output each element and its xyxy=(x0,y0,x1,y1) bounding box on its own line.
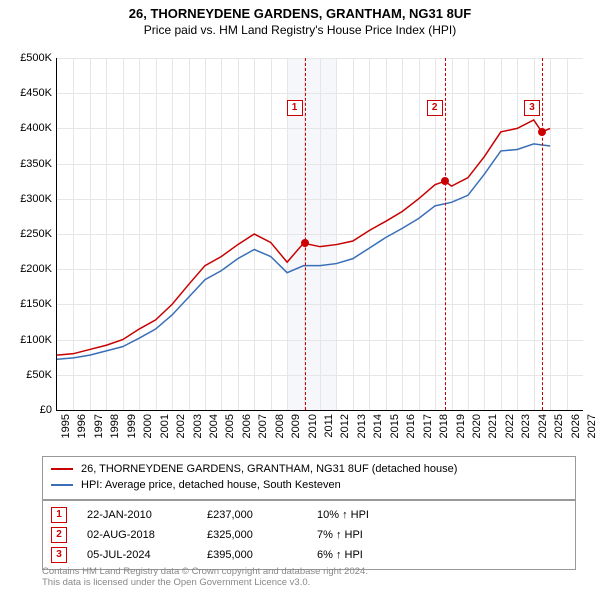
y-tick-label: £50K xyxy=(8,369,52,381)
event-marker-box: 1 xyxy=(51,507,67,523)
x-tick-label: 2018 xyxy=(438,414,450,438)
x-tick-label: 2000 xyxy=(142,414,154,438)
legend-label: HPI: Average price, detached house, Sout… xyxy=(81,479,341,491)
footnote: Contains HM Land Registry data © Crown c… xyxy=(42,566,368,589)
marker-dot xyxy=(538,128,546,136)
marker-box: 2 xyxy=(427,100,443,116)
legend-swatch xyxy=(51,484,73,486)
event-list: 1 22-JAN-2010 £237,000 10% ↑ HPI 2 02-AU… xyxy=(42,500,576,570)
x-tick-label: 2009 xyxy=(290,414,302,438)
event-marker-box: 3 xyxy=(51,547,67,563)
event-date: 05-JUL-2024 xyxy=(87,549,207,561)
event-date: 22-JAN-2010 xyxy=(87,509,207,521)
x-tick-label: 2005 xyxy=(224,414,236,438)
event-row: 1 22-JAN-2010 £237,000 10% ↑ HPI xyxy=(51,505,567,525)
x-tick-label: 2015 xyxy=(389,414,401,438)
plot-area: 1 2 3 xyxy=(56,58,583,411)
event-marker-box: 2 xyxy=(51,527,67,543)
x-tick-label: 2024 xyxy=(537,414,549,438)
x-tick-label: 1997 xyxy=(93,414,105,438)
x-tick-label: 2023 xyxy=(520,414,532,438)
y-tick-label: £450K xyxy=(8,87,52,99)
y-tick-label: £200K xyxy=(8,263,52,275)
footnote-line: Contains HM Land Registry data © Crown c… xyxy=(42,566,368,577)
y-tick-label: £400K xyxy=(8,122,52,134)
event-pct: 6% ↑ HPI xyxy=(317,549,437,561)
chart-title: 26, THORNEYDENE GARDENS, GRANTHAM, NG31 … xyxy=(0,6,600,21)
event-price: £395,000 xyxy=(207,549,317,561)
legend-item: 26, THORNEYDENE GARDENS, GRANTHAM, NG31 … xyxy=(51,461,567,477)
marker-box: 1 xyxy=(287,100,303,116)
y-tick-label: £300K xyxy=(8,193,52,205)
footnote-line: This data is licensed under the Open Gov… xyxy=(42,577,368,588)
x-tick-label: 2010 xyxy=(307,414,319,438)
marker-dot xyxy=(441,177,449,185)
event-row: 2 02-AUG-2018 £325,000 7% ↑ HPI xyxy=(51,525,567,545)
x-tick-label: 2003 xyxy=(192,414,204,438)
event-row: 3 05-JUL-2024 £395,000 6% ↑ HPI xyxy=(51,545,567,565)
x-tick-label: 2008 xyxy=(274,414,286,438)
event-price: £325,000 xyxy=(207,529,317,541)
x-tick-label: 1996 xyxy=(76,414,88,438)
x-tick-label: 2021 xyxy=(487,414,499,438)
event-pct: 7% ↑ HPI xyxy=(317,529,437,541)
legend-label: 26, THORNEYDENE GARDENS, GRANTHAM, NG31 … xyxy=(81,463,457,475)
x-tick-label: 2016 xyxy=(405,414,417,438)
x-tick-label: 2017 xyxy=(422,414,434,438)
x-tick-label: 2014 xyxy=(372,414,384,438)
event-pct: 10% ↑ HPI xyxy=(317,509,437,521)
x-tick-label: 2027 xyxy=(586,414,598,438)
x-tick-label: 2004 xyxy=(208,414,220,438)
y-tick-label: £150K xyxy=(8,298,52,310)
x-tick-label: 2020 xyxy=(471,414,483,438)
x-tick-label: 2026 xyxy=(570,414,582,438)
x-tick-label: 2022 xyxy=(504,414,516,438)
x-tick-label: 2013 xyxy=(356,414,368,438)
y-tick-label: £0 xyxy=(8,404,52,416)
event-date: 02-AUG-2018 xyxy=(87,529,207,541)
x-tick-label: 2012 xyxy=(339,414,351,438)
x-tick-label: 2002 xyxy=(175,414,187,438)
x-tick-label: 2019 xyxy=(455,414,467,438)
event-price: £237,000 xyxy=(207,509,317,521)
x-tick-label: 2025 xyxy=(553,414,565,438)
y-tick-label: £250K xyxy=(8,228,52,240)
y-tick-label: £500K xyxy=(8,52,52,64)
legend-item: HPI: Average price, detached house, Sout… xyxy=(51,477,567,493)
x-tick-label: 2006 xyxy=(241,414,253,438)
marker-box: 3 xyxy=(524,100,540,116)
x-tick-label: 2007 xyxy=(257,414,269,438)
x-tick-label: 1995 xyxy=(60,414,72,438)
legend-swatch xyxy=(51,468,73,470)
y-tick-label: £350K xyxy=(8,158,52,170)
x-tick-label: 1998 xyxy=(109,414,121,438)
marker-dot xyxy=(301,239,309,247)
x-tick-label: 1999 xyxy=(126,414,138,438)
x-tick-label: 2001 xyxy=(159,414,171,438)
chart-container: 26, THORNEYDENE GARDENS, GRANTHAM, NG31 … xyxy=(0,6,600,596)
chart-subtitle: Price paid vs. HM Land Registry's House … xyxy=(0,23,600,37)
legend: 26, THORNEYDENE GARDENS, GRANTHAM, NG31 … xyxy=(42,456,576,500)
y-tick-label: £100K xyxy=(8,334,52,346)
x-tick-label: 2011 xyxy=(323,414,335,438)
